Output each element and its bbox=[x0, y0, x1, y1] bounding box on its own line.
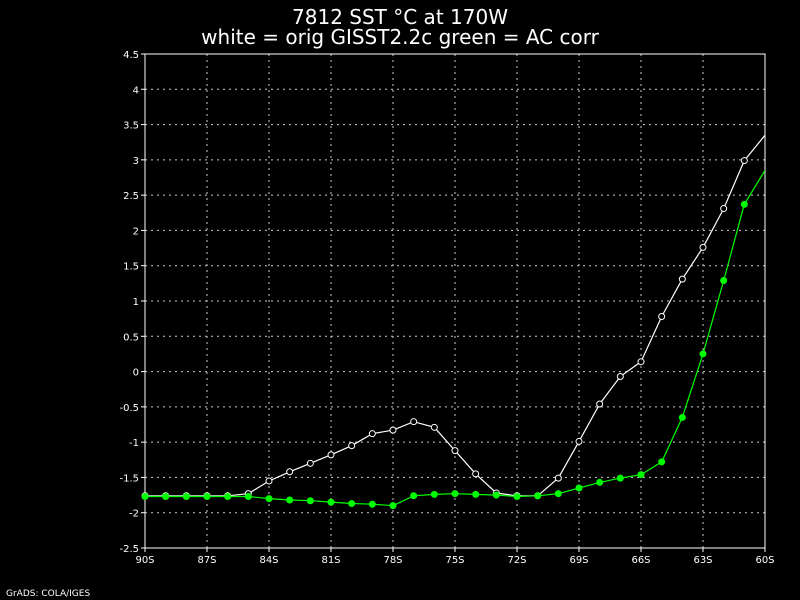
series-2-point bbox=[534, 492, 542, 500]
x-tick-label: 60S bbox=[755, 555, 774, 566]
series-1-point bbox=[658, 313, 666, 321]
x-tick-label: 63S bbox=[693, 555, 712, 566]
series-1-point bbox=[637, 358, 645, 366]
series-1-point bbox=[306, 459, 314, 467]
series-2-point bbox=[430, 490, 438, 498]
series-2-point bbox=[596, 478, 604, 486]
x-tick-label: 78S bbox=[383, 555, 402, 566]
chart-title-line-2: white = orig GISST2.2c green = AC corr bbox=[201, 25, 599, 49]
x-axis-ticks: 90S 87S 84S 81S 78S 75S 72S 69S 66S 63S 60S bbox=[135, 548, 775, 566]
y-tick-label: 2.5 bbox=[123, 191, 139, 202]
series-2-point bbox=[720, 277, 728, 285]
x-tick-label: 69S bbox=[569, 555, 588, 566]
y-tick-label: -1 bbox=[129, 438, 139, 449]
series-1-point bbox=[348, 442, 356, 450]
series-1-point bbox=[472, 470, 480, 478]
series-2-point bbox=[141, 492, 149, 500]
y-tick-label: -2.5 bbox=[119, 544, 139, 555]
y-tick-label: 0.5 bbox=[123, 332, 139, 343]
y-tick-label: 0 bbox=[133, 368, 139, 379]
x-tick-label: 90S bbox=[135, 555, 154, 566]
x-tick-label: 75S bbox=[445, 555, 464, 566]
series-2-point bbox=[658, 458, 666, 466]
y-tick-label: 4.5 bbox=[123, 50, 139, 61]
series-layer bbox=[141, 134, 766, 510]
series-1-point bbox=[699, 243, 707, 251]
y-tick-label: 3 bbox=[133, 156, 139, 167]
y-tick-label: 1.5 bbox=[123, 262, 139, 273]
series-2-point bbox=[575, 484, 583, 492]
series-2-point bbox=[492, 491, 500, 499]
series-1-point bbox=[430, 423, 438, 431]
series-2-point bbox=[306, 497, 314, 505]
y-tick-label: -1.5 bbox=[119, 473, 139, 484]
series-1-point bbox=[740, 157, 748, 165]
series-2-point bbox=[182, 492, 190, 500]
x-tick-label: 66S bbox=[631, 555, 650, 566]
series-2-point bbox=[740, 200, 748, 208]
series-2-point bbox=[203, 492, 211, 500]
series-2-point bbox=[162, 492, 170, 500]
series-line-1 bbox=[145, 134, 766, 497]
series-2-point bbox=[327, 498, 335, 506]
series-1-point bbox=[265, 477, 273, 485]
series-1-point bbox=[616, 373, 624, 381]
series-1-point bbox=[327, 451, 335, 459]
series-2-point bbox=[637, 471, 645, 479]
series-2-point bbox=[348, 500, 356, 508]
series-2-point bbox=[616, 474, 624, 482]
x-tick-label: 72S bbox=[507, 555, 526, 566]
chart-title-line-1: 7812 SST °C at 170W bbox=[292, 5, 508, 29]
y-tick-label: 2 bbox=[133, 226, 139, 237]
series-1-point bbox=[389, 426, 397, 434]
series-1-point bbox=[554, 474, 562, 482]
grid-lines bbox=[145, 54, 765, 548]
y-tick-label: -0.5 bbox=[119, 403, 139, 414]
y-axis-ticks: -2.5 -2 -1.5 -1 -0.5 0 0.5 1 1.5 2 2.5 3 3.5 4 4.5 bbox=[119, 50, 145, 555]
series-2-point bbox=[244, 492, 252, 500]
series-2-point bbox=[286, 496, 294, 504]
series-2-point bbox=[554, 490, 562, 498]
series-1-point bbox=[596, 400, 604, 408]
series-2-point bbox=[678, 413, 686, 421]
series-1-point bbox=[720, 205, 728, 213]
grads-credit: GrADS: COLA/IGES bbox=[6, 589, 90, 599]
series-2-point bbox=[410, 492, 418, 500]
y-tick-label: 1 bbox=[133, 297, 139, 308]
series-2-point bbox=[368, 500, 376, 508]
series-2-point bbox=[224, 492, 232, 500]
series-1-point bbox=[368, 430, 376, 438]
series-2-point bbox=[265, 495, 273, 503]
x-tick-label: 84S bbox=[259, 555, 278, 566]
series-1-point bbox=[575, 437, 583, 445]
series-2-point bbox=[699, 350, 707, 358]
series-line-2 bbox=[145, 170, 766, 507]
y-tick-label: 3.5 bbox=[123, 121, 139, 132]
series-1-point bbox=[410, 418, 418, 426]
y-tick-label: 4 bbox=[133, 85, 139, 96]
y-tick-label: -2 bbox=[129, 509, 139, 520]
series-1-point bbox=[451, 447, 459, 455]
series-1-point bbox=[286, 468, 294, 476]
series-2-point bbox=[472, 490, 480, 498]
series-2-point bbox=[451, 490, 459, 498]
x-tick-label: 87S bbox=[197, 555, 216, 566]
series-2-point bbox=[513, 492, 521, 500]
x-tick-label: 81S bbox=[321, 555, 340, 566]
series-1-point bbox=[678, 275, 686, 283]
series-2-point bbox=[389, 502, 397, 510]
